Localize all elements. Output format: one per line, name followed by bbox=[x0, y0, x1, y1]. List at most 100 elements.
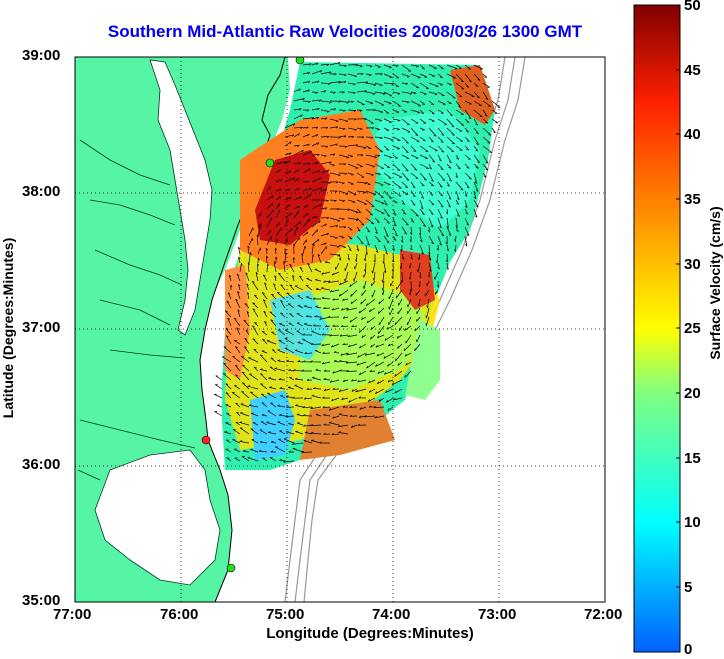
velocity-arrow-head bbox=[297, 144, 300, 147]
velocity-arrow bbox=[425, 316, 430, 326]
velocity-arrow bbox=[424, 289, 430, 297]
velocity-arrow bbox=[226, 413, 232, 417]
velocity-arrow bbox=[335, 262, 340, 270]
velocity-arrow bbox=[383, 82, 394, 85]
coastline bbox=[199, 57, 286, 602]
velocity-arrow bbox=[254, 294, 259, 300]
velocity-arrow bbox=[366, 361, 376, 369]
velocity-arrow bbox=[329, 235, 338, 239]
velocity-arrow bbox=[222, 373, 232, 381]
velocity-arrow bbox=[261, 292, 268, 300]
velocity-arrow bbox=[351, 379, 358, 382]
velocity-arrow-head bbox=[332, 298, 335, 301]
velocity-arrow-head bbox=[378, 301, 380, 305]
velocity-arrow bbox=[277, 421, 286, 426]
velocity-arrow-head bbox=[429, 167, 432, 170]
velocity-arrow bbox=[338, 127, 346, 130]
velocity-arrow bbox=[455, 235, 457, 242]
velocity-arrow bbox=[276, 291, 286, 300]
velocity-arrow-head bbox=[274, 275, 277, 278]
velocity-arrow-head bbox=[315, 216, 318, 219]
velocity-arrow bbox=[329, 406, 340, 411]
velocity-arrow bbox=[374, 235, 381, 242]
velocity-arrow-head bbox=[372, 166, 375, 168]
velocity-arrow-head bbox=[466, 130, 469, 133]
velocity-arrow-head bbox=[310, 406, 313, 410]
velocity-arrow bbox=[338, 100, 349, 103]
velocity-arrow-head bbox=[299, 196, 302, 199]
velocity-arrow-head bbox=[457, 167, 461, 170]
chart-title: Southern Mid-Atlantic Raw Velocities 200… bbox=[107, 22, 583, 41]
velocity-arrow-head bbox=[440, 141, 444, 143]
velocity-arrow bbox=[385, 388, 394, 394]
velocity-arrow bbox=[401, 136, 409, 144]
chesapeake-tributaries bbox=[79, 139, 186, 359]
velocity-arrow bbox=[248, 227, 254, 237]
velocity-arrow bbox=[279, 323, 286, 327]
velocity-arrow bbox=[383, 154, 393, 158]
velocity-arrow-head bbox=[374, 156, 377, 159]
velocity-arrow bbox=[275, 209, 280, 219]
velocity-arrow bbox=[347, 82, 356, 85]
velocity-arrow-head bbox=[328, 71, 332, 74]
velocity-arrow bbox=[252, 422, 259, 426]
velocity-arrow bbox=[347, 253, 350, 261]
velocity-arrow-head bbox=[391, 269, 394, 272]
velocity-arrow bbox=[214, 394, 223, 399]
velocity-arrow bbox=[225, 328, 232, 336]
velocity-arrow bbox=[378, 307, 385, 314]
velocity-arrow bbox=[404, 325, 412, 331]
velocity-arrow bbox=[311, 62, 319, 66]
velocity-arrow bbox=[437, 82, 444, 86]
velocity-arrow-head bbox=[364, 353, 368, 356]
velocity-arrow bbox=[238, 257, 241, 264]
velocity-arrow bbox=[302, 193, 311, 201]
velocity-arrow bbox=[392, 145, 400, 150]
velocity-arrow bbox=[320, 100, 332, 103]
velocity-arrow-head bbox=[302, 414, 306, 416]
velocity-arrow-head bbox=[316, 229, 318, 233]
velocity-arrow-head bbox=[247, 245, 250, 249]
velocity-arrow bbox=[250, 449, 259, 453]
velocity-arrow bbox=[383, 145, 390, 151]
velocity-arrow bbox=[374, 163, 384, 169]
nc-rivers bbox=[77, 419, 196, 481]
velocity-arrow bbox=[359, 343, 367, 349]
velocity-arrow bbox=[315, 369, 322, 372]
velocity-arrow bbox=[302, 150, 312, 156]
velocity-arrow bbox=[293, 108, 302, 111]
velocity-arrow-head bbox=[386, 400, 388, 403]
velocity-arrow bbox=[264, 321, 268, 327]
velocity-arrow bbox=[339, 289, 349, 297]
velocity-arrow-head bbox=[253, 366, 257, 369]
velocity-arrow-head bbox=[353, 110, 357, 112]
velocity-arrow-head bbox=[394, 390, 397, 394]
velocity-arrow bbox=[284, 170, 291, 174]
velocity-arrow-head bbox=[288, 450, 292, 453]
velocity-arrow-head bbox=[430, 213, 434, 215]
velocity-arrow-head bbox=[367, 243, 370, 246]
velocity-arrow bbox=[401, 109, 407, 113]
velocity-arrow bbox=[473, 109, 483, 118]
velocity-arrow-head bbox=[289, 141, 292, 144]
velocity-arrow bbox=[292, 442, 304, 445]
velocity-arrow bbox=[356, 361, 367, 366]
velocity-arrow bbox=[311, 254, 314, 264]
velocity-arrow-head bbox=[308, 101, 311, 103]
velocity-arrow-head bbox=[456, 157, 459, 160]
velocity-arrow-head bbox=[371, 174, 374, 176]
velocity-arrow-head bbox=[264, 321, 267, 324]
velocity-arrow-head bbox=[376, 221, 380, 223]
velocity-arrow bbox=[407, 307, 412, 314]
velocity-arrow-head bbox=[324, 242, 327, 245]
velocity-arrow bbox=[383, 100, 392, 104]
velocity-arrow bbox=[324, 388, 331, 392]
velocity-arrow-head bbox=[236, 273, 240, 276]
velocity-arrow bbox=[227, 292, 232, 300]
velocity-arrow bbox=[428, 172, 434, 182]
velocity-arrow bbox=[297, 361, 304, 363]
velocity-arrow bbox=[271, 349, 277, 354]
velocity-arrow bbox=[401, 127, 411, 133]
velocity-arrow-head bbox=[404, 232, 407, 235]
velocity-arrow bbox=[401, 181, 409, 188]
